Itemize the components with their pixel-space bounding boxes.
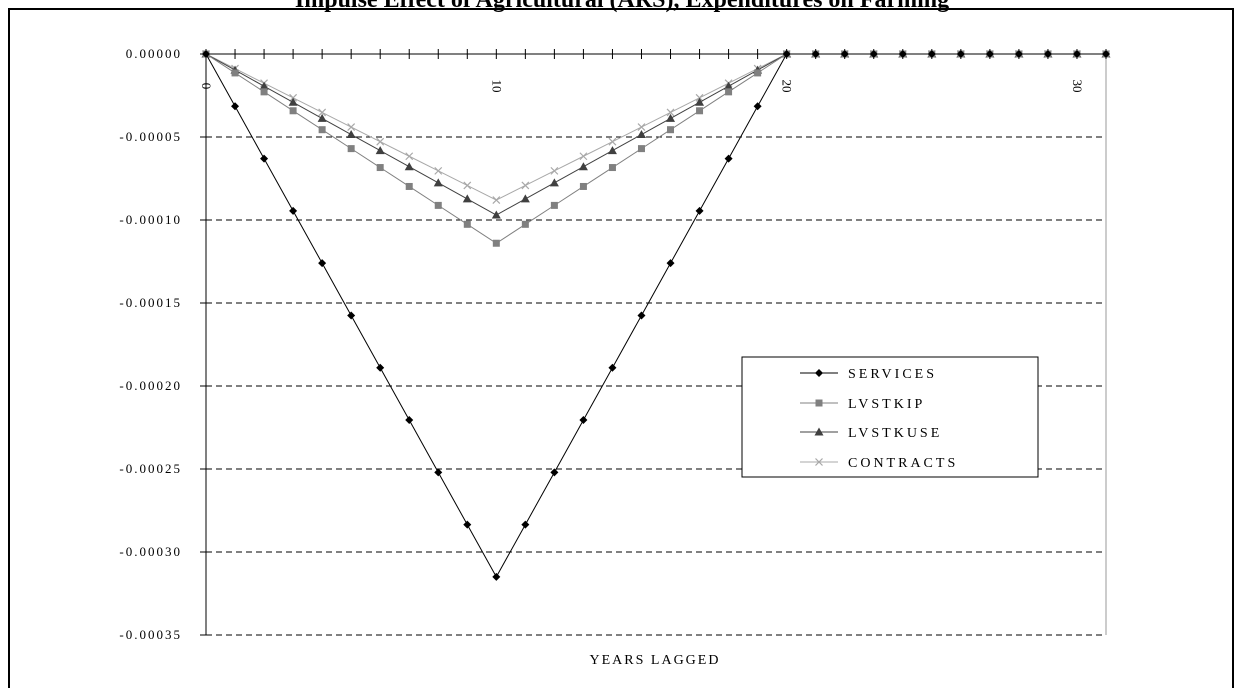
y-tick-label: -0.00035 [119,627,182,642]
data-point [290,107,297,114]
data-point [405,162,414,170]
data-point [348,124,355,131]
data-point [231,102,239,110]
series-line [206,54,1106,200]
data-point [725,88,732,95]
x-axis-title: YEARS LAGGED [590,653,721,668]
y-tick-label: -0.00015 [119,295,182,310]
data-point [261,88,268,95]
data-point [347,311,355,319]
data-point [464,221,471,228]
x-tick-label: 20 [780,80,795,93]
series-line [206,54,1106,243]
series-lines [202,50,1111,581]
data-point [754,69,761,76]
data-point [348,145,355,152]
data-point [580,183,587,190]
x-tick-label: 10 [489,80,504,93]
data-point [318,259,326,267]
legend-label: CONTRACTS [848,456,958,471]
data-point [463,521,471,529]
data-point [319,126,326,133]
data-point [434,468,442,476]
data-point [493,197,500,204]
data-point [406,153,413,160]
data-point [550,468,558,476]
data-point [434,178,443,186]
data-point [376,146,385,154]
data-point [725,155,733,163]
data-point [579,416,587,424]
data-point [551,167,558,174]
x-tick-label: 30 [1070,80,1085,93]
series-services [202,50,1110,581]
data-point [551,202,558,209]
data-point [696,207,704,215]
data-point [667,259,675,267]
data-point [406,183,413,190]
data-point [754,102,762,110]
data-point [608,364,616,372]
y-tick-label: -0.00030 [119,544,182,559]
data-point [521,521,529,529]
y-tick-label: -0.00010 [119,212,182,227]
data-point [289,207,297,215]
data-point [816,400,823,407]
data-point [609,138,616,145]
y-tick-label: -0.00020 [119,378,182,393]
data-point [667,126,674,133]
data-point [260,155,268,163]
data-point [609,164,616,171]
data-point [405,416,413,424]
y-tick-label: 0.00000 [126,46,182,61]
data-point [522,182,529,189]
data-point [492,211,501,219]
data-point [492,573,500,581]
data-point [464,182,471,189]
data-point [637,130,646,138]
legend: SERVICES LVSTKIP LVSTKUSE CONTRACTS [742,357,1038,477]
data-point [608,146,617,154]
data-point [637,311,645,319]
data-point [376,364,384,372]
data-point [377,138,384,145]
series-lvstkip [203,51,1110,247]
data-point [638,124,645,131]
data-point [493,240,500,247]
x-tick-label: 0 [199,83,214,90]
legend-label: LVSTKIP [848,397,925,412]
series-line [206,54,1106,215]
data-point [435,167,442,174]
y-tick-label: -0.00005 [119,129,182,144]
series-line [206,54,1106,577]
legend-label: LVSTKUSE [848,426,942,441]
data-point [550,178,559,186]
data-point [522,221,529,228]
data-point [347,130,356,138]
data-point [696,107,703,114]
legend-label: SERVICES [848,367,937,382]
y-tick-label: -0.00025 [119,461,182,476]
data-point [232,69,239,76]
data-point [463,194,472,202]
series-lvstkuse [202,50,1111,219]
data-point [638,145,645,152]
data-point [580,153,587,160]
data-point [377,164,384,171]
data-point [521,194,530,202]
data-point [579,162,588,170]
data-point [435,202,442,209]
